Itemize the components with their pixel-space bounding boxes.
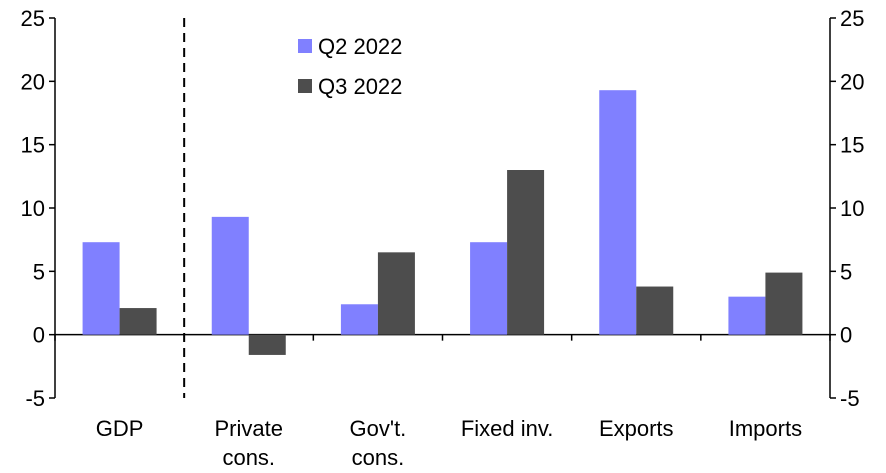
- category-label: Exports: [599, 416, 674, 441]
- bar-q2-2022-3: [470, 242, 508, 335]
- right-y-tick-label: 0: [840, 323, 852, 348]
- left-y-tick-label: 10: [21, 196, 45, 221]
- left-y-tick-label: 5: [33, 259, 45, 284]
- left-y-tick-label: -5: [25, 386, 45, 411]
- bar-q3-2022-1: [248, 334, 286, 355]
- bar-q3-2022-2: [377, 252, 415, 335]
- category-label: cons.: [222, 445, 275, 470]
- legend-label: Q2 2022: [318, 34, 402, 59]
- left-y-tick-label: 20: [21, 69, 45, 94]
- bar-q3-2022-4: [636, 286, 674, 335]
- bars: [82, 90, 803, 355]
- left-y-tick-label: 15: [21, 133, 45, 158]
- bar-q2-2022-2: [340, 304, 378, 335]
- bar-q2-2022-5: [728, 296, 766, 335]
- right-y-tick-label: -5: [840, 386, 860, 411]
- category-label: Gov't.: [350, 416, 407, 441]
- legend-swatch: [298, 79, 312, 93]
- bar-q3-2022-5: [765, 272, 803, 335]
- bar-q2-2022-1: [211, 216, 249, 335]
- right-y-tick-label: 5: [840, 259, 852, 284]
- right-y-tick-label: 15: [840, 133, 864, 158]
- legend-swatch: [298, 39, 312, 53]
- left-y-tick-label: 0: [33, 323, 45, 348]
- bar-q3-2022-3: [507, 170, 545, 335]
- legend: Q2 2022 Q3 2022: [298, 34, 402, 99]
- bar-q2-2022-4: [599, 90, 637, 335]
- bar-q2-2022-0: [82, 242, 120, 335]
- bar-q3-2022-0: [119, 308, 157, 335]
- category-label: Private: [215, 416, 283, 441]
- category-label: Fixed inv.: [461, 416, 554, 441]
- category-label: cons.: [352, 445, 405, 470]
- tick-labels: -5 -5 0 0 5 5 10 10 15 15 20 20 25 25 GDP Private cons. G…: [21, 6, 865, 470]
- axes: [49, 17, 836, 399]
- left-y-tick-label: 25: [21, 6, 45, 31]
- right-y-tick-label: 10: [840, 196, 864, 221]
- category-label: Imports: [729, 416, 802, 441]
- legend-label: Q3 2022: [318, 74, 402, 99]
- right-y-tick-label: 20: [840, 69, 864, 94]
- category-label: GDP: [96, 416, 144, 441]
- right-y-tick-label: 25: [840, 6, 864, 31]
